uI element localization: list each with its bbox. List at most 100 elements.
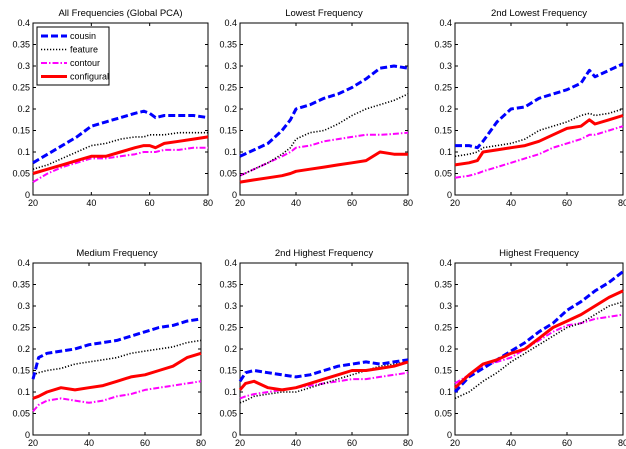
chart-5-y-tick-label: 0.1 bbox=[224, 387, 237, 397]
chart-1-series-contour-line bbox=[32, 146, 208, 183]
chart-1-y-tick-label: 0.1 bbox=[17, 147, 30, 157]
chart-1-legend-label-cousin: cousin bbox=[70, 31, 96, 41]
chart-2-y-tick-label: 0.2 bbox=[224, 104, 237, 114]
chart-6-y-tick-label: 0.35 bbox=[434, 280, 452, 290]
chart-1-title: All Frequencies (Global PCA) bbox=[58, 8, 182, 19]
chart-2-series-configural-line bbox=[239, 150, 408, 184]
chart-1-series-cousin-line bbox=[32, 109, 209, 165]
chart-1-x-tick-label: 40 bbox=[86, 198, 96, 208]
chart-6-y-tick-label: 0.4 bbox=[439, 258, 452, 268]
chart-1-series-feature-line bbox=[32, 131, 208, 170]
chart-5-y-tick-label: 0.2 bbox=[224, 344, 237, 354]
chart-5-y-tick-label: 0.3 bbox=[224, 301, 237, 311]
chart-1-legend-label-contour: contour bbox=[70, 58, 100, 68]
chart-panel-5: 2nd Highest Frequency 20 40 60 80 0 0.05 0.1 0.1… bbox=[219, 248, 413, 448]
chart-2-x-tick-label: 40 bbox=[291, 198, 301, 208]
chart-3-axes-frame bbox=[454, 22, 624, 196]
chart-4-series-feature-line bbox=[32, 339, 202, 376]
chart-4-y-tick-label: 0.05 bbox=[12, 409, 30, 419]
chart-5-x-tick-label: 20 bbox=[235, 438, 245, 448]
chart-3-series-contour-line bbox=[454, 125, 624, 179]
chart-3-y-tick-label: 0.1 bbox=[439, 147, 452, 157]
chart-4-y-tick-label: 0 bbox=[25, 430, 30, 440]
chart-6-x-tick-label: 60 bbox=[562, 438, 572, 448]
chart-6-y-tick-label: 0.15 bbox=[434, 366, 452, 376]
chart-panel-2: Lowest Frequency 20 40 60 80 0 0.05 0.1 0.15 0.2 0… bbox=[219, 8, 413, 208]
chart-5-y-tick-label: 0.05 bbox=[219, 409, 237, 419]
chart-3-x-tick-label: 40 bbox=[506, 198, 516, 208]
chart-5-y-tick-label: 0.35 bbox=[219, 280, 237, 290]
chart-6-y-tick-label: 0.1 bbox=[439, 387, 452, 397]
chart-2-y-tick-label: 0.1 bbox=[224, 147, 237, 157]
chart-4-title: Medium Frequency bbox=[76, 248, 158, 259]
chart-4-y-tick-label: 0.25 bbox=[12, 323, 30, 333]
chart-5-y-tick-label: 0.25 bbox=[219, 323, 237, 333]
chart-6-x-tick-label: 20 bbox=[450, 438, 460, 448]
chart-5-series-cousin-line bbox=[238, 358, 409, 383]
chart-2-y-tick-label: 0.4 bbox=[224, 18, 237, 28]
chart-1-legend-label-feature: feature bbox=[70, 45, 98, 55]
chart-3-y-tick-label: 0 bbox=[447, 190, 452, 200]
chart-3-y-tick-label: 0.2 bbox=[439, 104, 452, 114]
chart-2-series-feature-line bbox=[239, 93, 409, 177]
chart-1-y-tick-label: 0.25 bbox=[12, 83, 30, 93]
chart-3-x-tick-label: 60 bbox=[562, 198, 572, 208]
chart-5-y-tick-label: 0.4 bbox=[224, 258, 237, 268]
chart-3-y-tick-label: 0.25 bbox=[434, 83, 452, 93]
chart-1-y-tick-label: 0.15 bbox=[12, 126, 30, 136]
chart-1-y-tick-label: 0.35 bbox=[12, 40, 30, 50]
chart-4-axes-frame bbox=[32, 262, 202, 436]
chart-2-title: Lowest Frequency bbox=[285, 8, 363, 19]
chart-5-axes-frame bbox=[239, 262, 409, 436]
chart-5-x-tick-label: 40 bbox=[291, 438, 301, 448]
chart-4-y-tick-label: 0.35 bbox=[12, 280, 30, 290]
chart-2-y-tick-label: 0.3 bbox=[224, 61, 237, 71]
chart-6-x-tick-label: 40 bbox=[506, 438, 516, 448]
chart-panel-1: All Frequencies (Global PCA) 20 40 60 80 0 0.0… bbox=[12, 8, 213, 208]
chart-6-y-tick-label: 0.05 bbox=[434, 409, 452, 419]
chart-1-x-tick-label: 20 bbox=[28, 198, 38, 208]
chart-6-y-tick-label: 0.25 bbox=[434, 323, 452, 333]
chart-4-y-tick-label: 0.4 bbox=[17, 258, 30, 268]
chart-6-series-configural-line bbox=[453, 289, 624, 389]
chart-3-x-tick-label: 20 bbox=[450, 198, 460, 208]
chart-4-y-tick-label: 0.15 bbox=[12, 366, 30, 376]
chart-2-y-tick-label: 0.25 bbox=[219, 83, 237, 93]
chart-4-series-cousin-line bbox=[31, 317, 202, 380]
chart-5-title: 2nd Highest Frequency bbox=[275, 248, 373, 259]
chart-4-x-tick-label: 60 bbox=[140, 438, 150, 448]
chart-1-y-tick-label: 0 bbox=[25, 190, 30, 200]
chart-5-y-tick-label: 0.15 bbox=[219, 366, 237, 376]
chart-6-y-tick-label: 0.3 bbox=[439, 301, 452, 311]
chart-6-series-cousin-line bbox=[453, 270, 624, 394]
chart-6-series-contour-line bbox=[454, 313, 624, 385]
chart-5-y-tick-label: 0 bbox=[232, 430, 237, 440]
chart-2-x-tick-label: 20 bbox=[235, 198, 245, 208]
chart-5-x-tick-label: 80 bbox=[403, 438, 413, 448]
chart-3-title: 2nd Lowest Frequency bbox=[491, 8, 587, 19]
chart-panel-3: 2nd Lowest Frequency 20 40 60 80 0 0.05 0.1 0.15… bbox=[434, 8, 626, 208]
chart-6-y-tick-label: 0 bbox=[447, 430, 452, 440]
chart-4-x-tick-label: 80 bbox=[196, 438, 206, 448]
chart-6-y-tick-label: 0.2 bbox=[439, 344, 452, 354]
chart-6-series-feature-line bbox=[454, 300, 624, 400]
chart-3-y-tick-label: 0.05 bbox=[434, 169, 452, 179]
chart-3-series-feature-line bbox=[454, 108, 624, 158]
chart-3-y-tick-label: 0.35 bbox=[434, 40, 452, 50]
chart-1-y-tick-label: 0.05 bbox=[12, 169, 30, 179]
chart-3-x-tick-label: 80 bbox=[618, 198, 626, 208]
chart-1-series-configural-line bbox=[32, 135, 209, 175]
chart-4-y-tick-label: 0.2 bbox=[17, 344, 30, 354]
chart-2-series-cousin-line bbox=[239, 64, 409, 158]
chart-2-y-tick-label: 0 bbox=[232, 190, 237, 200]
chart-4-x-tick-label: 20 bbox=[28, 438, 38, 448]
chart-2-y-tick-label: 0.15 bbox=[219, 126, 237, 136]
chart-2-axes-frame bbox=[239, 22, 409, 196]
chart-5-x-tick-label: 60 bbox=[347, 438, 357, 448]
chart-6-axes-frame bbox=[454, 262, 624, 436]
chart-1-x-tick-label: 80 bbox=[203, 198, 213, 208]
chart-4-series-contour-line bbox=[32, 380, 202, 413]
chart-1-y-tick-label: 0.4 bbox=[17, 18, 30, 28]
chart-4-x-tick-label: 40 bbox=[84, 438, 94, 448]
chart-4-series-configural-line bbox=[32, 351, 202, 400]
